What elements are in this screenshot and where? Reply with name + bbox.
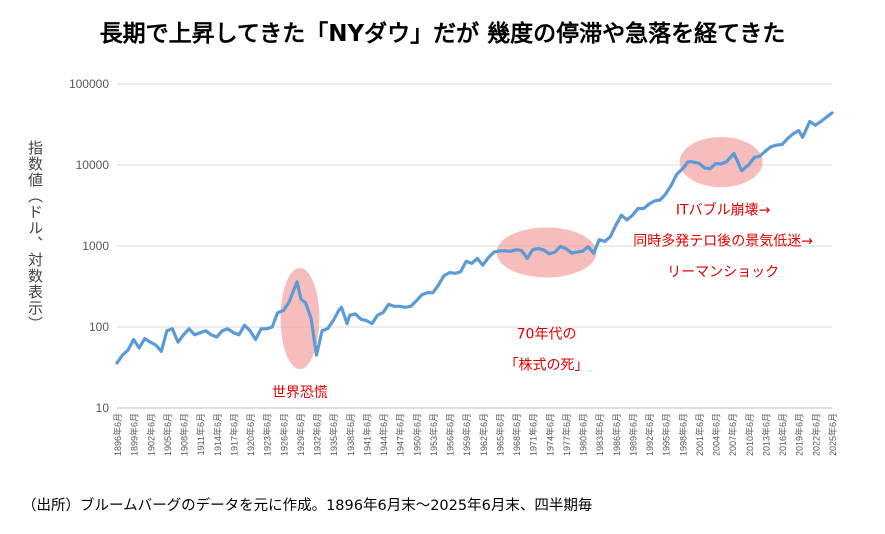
x-tick-label: 1941年6月 — [361, 413, 372, 456]
x-tick-label: 2019年6月 — [794, 413, 805, 456]
highlight-ellipses — [280, 137, 763, 370]
x-tick-label: 1938年6月 — [345, 413, 356, 456]
annotation-label: 世界恐慌 — [272, 385, 328, 401]
x-tick-label: 1959年6月 — [461, 413, 472, 456]
x-tick-label: 1968年6月 — [511, 413, 522, 456]
x-tick-label: 1920年6月 — [245, 413, 256, 456]
x-tick-label: 2001年6月 — [694, 413, 705, 456]
x-tick-label: 1908年6月 — [179, 413, 190, 456]
x-tick-label: 1902年6月 — [145, 413, 156, 456]
x-tick-label: 1986年6月 — [611, 413, 622, 456]
x-tick-label: 1926年6月 — [278, 413, 289, 456]
source-note: （出所）ブルームバーグのデータを元に作成。1896年6月末～2025年6月末、四… — [22, 498, 593, 514]
annotation-label: 「株式の死」 — [505, 358, 589, 374]
x-tick-label: 2016年6月 — [777, 413, 788, 456]
y-tick-label: 100 — [89, 320, 109, 334]
annotation-label: 70年代の — [517, 327, 577, 343]
x-tick-label: 1929年6月 — [295, 413, 306, 456]
x-tick-label: 1980年6月 — [578, 413, 589, 456]
x-tick-label: 2004年6月 — [711, 413, 722, 456]
x-tick-label: 1944年6月 — [378, 413, 389, 456]
highlight-ellipse — [280, 267, 320, 370]
x-tick-label: 1917年6月 — [228, 413, 239, 456]
x-tick-label: 1953年6月 — [428, 413, 439, 456]
y-tick-label: 1000 — [82, 239, 109, 253]
y-tick-label: 10000 — [76, 158, 110, 172]
x-tick-label: 1983年6月 — [594, 413, 605, 456]
x-tick-label: 1905年6月 — [162, 413, 173, 456]
x-tick-label: 1995年6月 — [661, 413, 672, 456]
y-tick-label: 10 — [96, 401, 110, 415]
dow-series-line — [115, 111, 834, 365]
x-tick-label: 1965年6月 — [494, 413, 505, 456]
x-tick-label: 1932年6月 — [312, 413, 323, 456]
y-axis-label: 指数値（ドル、対数表示） — [26, 140, 44, 332]
chart-title: 長期で上昇してきた「NYダウ」だが 幾度の停滞や急落を経てきた — [99, 21, 786, 47]
x-tick-label: 1992年6月 — [644, 413, 655, 456]
x-tick-label: 1974年6月 — [544, 413, 555, 456]
x-tick-label: 2007年6月 — [727, 413, 738, 456]
x-tick-label: 2013年6月 — [760, 413, 771, 456]
x-tick-label: 1911年6月 — [195, 413, 206, 455]
y-tick-label: 100000 — [69, 77, 109, 91]
annotation-label: ITバブル崩壊→ — [676, 202, 771, 219]
x-tick-label: 1896年6月 — [112, 413, 123, 456]
x-tick-label: 1914年6月 — [212, 413, 223, 456]
gridlines — [117, 83, 832, 328]
x-tick-label: 1947年6月 — [395, 413, 406, 456]
x-tick-label: 2010年6月 — [744, 413, 755, 456]
x-tick-label: 1950年6月 — [411, 413, 422, 456]
highlight-ellipse — [679, 137, 763, 188]
x-axis-ticks: 1896年6月 1899年6月 1902年6月 1905年6月 1908年6月 1911年… — [112, 413, 838, 456]
x-tick-label: 1962年6月 — [478, 413, 489, 456]
x-tick-label: 2022年6月 — [810, 413, 821, 456]
y-axis-ticks: 10 100 1000 10000 100000 — [69, 77, 109, 415]
x-tick-label: 1935年6月 — [328, 413, 339, 456]
x-tick-label: 1977年6月 — [561, 413, 572, 456]
x-tick-label: 1971年6月 — [528, 413, 539, 456]
x-tick-label: 1998年6月 — [677, 413, 688, 456]
x-tick-label: 2025年6月 — [827, 413, 838, 456]
x-tick-label: 1923年6月 — [262, 413, 273, 456]
x-tick-label: 1899年6月 — [129, 413, 140, 456]
annotations: 世界恐慌 70年代の「株式の死」 ITバブル崩壊→ 同時多発テロ後の景気低迷→ リーマン… — [272, 202, 813, 401]
x-tick-label: 1989年6月 — [627, 413, 638, 456]
annotation-label: リーマンショック — [667, 265, 779, 281]
annotation-label: 同時多発テロ後の景気低迷→ — [633, 233, 813, 250]
x-tick-label: 1956年6月 — [445, 413, 456, 456]
